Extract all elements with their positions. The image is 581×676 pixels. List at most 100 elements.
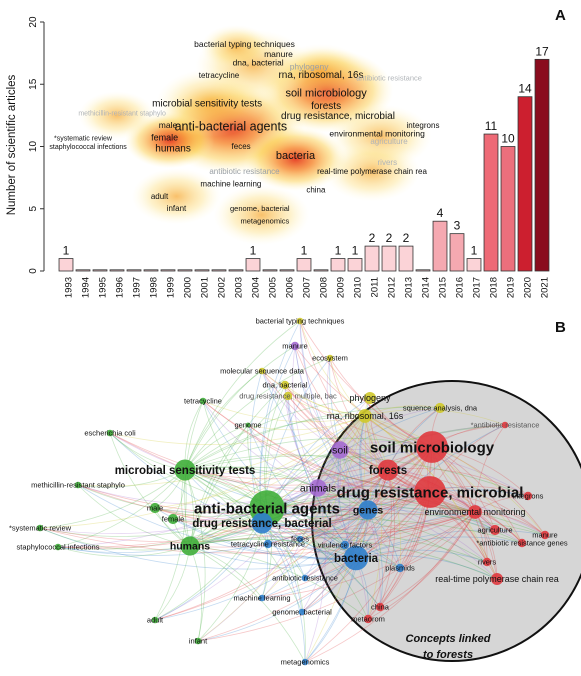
overlay-term: machine learning	[200, 179, 261, 188]
network-node-label: machine learning	[233, 594, 290, 603]
network-node	[358, 500, 378, 520]
network-edge	[339, 449, 476, 513]
network-edge	[172, 511, 476, 539]
network-edge	[202, 400, 476, 513]
x-tick-label: 2021	[540, 277, 551, 298]
network-edge	[304, 511, 476, 663]
network-edge	[294, 345, 369, 511]
network-edge	[184, 437, 433, 471]
bar-data-label: 1	[250, 244, 257, 258]
overlay-term: phylogeny	[290, 61, 330, 71]
network-edge	[367, 469, 392, 620]
x-tick-label: 2004	[251, 277, 262, 298]
heat-blob	[276, 43, 366, 100]
overlay-term: feces	[232, 142, 251, 151]
network-edge	[294, 345, 389, 471]
network-node	[340, 540, 350, 550]
heat-blob	[78, 91, 156, 140]
network-edge	[317, 484, 476, 513]
network-node	[167, 513, 179, 525]
network-edge	[387, 469, 523, 544]
network-nodes	[36, 317, 550, 666]
network-edge	[379, 469, 396, 608]
network-edge	[367, 407, 441, 511]
x-tick-label: 2020	[523, 277, 534, 298]
x-tick-label: 1995	[98, 277, 109, 298]
network-edge	[172, 518, 357, 560]
overlay-term: agriculture	[370, 137, 408, 146]
overlay-term: tetracycline	[199, 71, 240, 80]
network-node-label: soil	[332, 445, 348, 457]
network-edge	[301, 449, 341, 613]
network-edge	[379, 511, 476, 608]
network-node-label: soil microbiology	[370, 439, 495, 456]
network-node	[251, 512, 273, 534]
network-node-label: infant	[189, 637, 208, 646]
bar	[296, 258, 312, 272]
network-node-label: drug resistance, bacterial	[192, 518, 331, 530]
overlay-term: bacterial typing techniques	[194, 39, 295, 49]
heat-blob	[244, 126, 347, 191]
bar	[228, 269, 244, 272]
heat-blob	[156, 68, 265, 137]
bar	[398, 245, 414, 272]
bar	[364, 245, 380, 272]
network-node	[258, 594, 266, 602]
network-node-label: tetracycline	[184, 397, 222, 406]
network-edge	[261, 511, 476, 599]
network-edge	[202, 400, 431, 493]
network-node	[517, 538, 527, 548]
overlay-term: integrons	[407, 121, 440, 130]
x-tick-label: 2000	[183, 277, 194, 298]
bar	[194, 269, 210, 272]
network-node	[377, 459, 399, 481]
network-node	[263, 539, 273, 549]
network-node-label: methicillin-resistant staphylo	[31, 481, 125, 490]
y-tick-label: 20	[28, 16, 39, 28]
overlay-term: metagenomics	[241, 217, 290, 226]
network-node-label: antibiotic resistance	[272, 574, 338, 583]
network-node-label: molecular sequence data	[220, 367, 305, 376]
network-edge	[355, 415, 373, 559]
bar-data-label: 4	[437, 206, 444, 220]
network-edge	[184, 446, 433, 480]
network-edge	[261, 370, 366, 417]
heat-blob	[131, 168, 222, 225]
x-tick-label: 1993	[64, 277, 75, 298]
network-edge	[387, 469, 488, 563]
network-edge	[299, 320, 433, 448]
network-node	[36, 524, 44, 532]
network-edge	[189, 491, 431, 548]
network-edge	[266, 507, 498, 580]
network-edge	[287, 395, 357, 559]
network-edge	[184, 466, 496, 531]
network-edge	[367, 507, 496, 531]
network-edge	[304, 415, 367, 663]
network-edge	[299, 320, 341, 451]
network-edge	[266, 507, 369, 620]
network-edge	[287, 395, 431, 493]
bars	[58, 58, 550, 272]
network-edge	[317, 487, 498, 580]
bar	[432, 220, 448, 272]
network-edge	[387, 469, 546, 536]
bar	[177, 269, 193, 272]
network-edge	[154, 449, 341, 621]
network-node	[309, 479, 327, 497]
network-edge	[39, 469, 186, 529]
x-axis-tick-labels: 1993 1994 1995 1996 1997 1998 1999 2000 2001 2002…	[64, 277, 551, 298]
network-node-label: genome	[234, 421, 261, 430]
network-edge	[184, 469, 206, 642]
y-tick-label: 0	[28, 268, 39, 274]
bar	[449, 233, 465, 272]
bar	[381, 245, 397, 272]
network-edge	[329, 357, 369, 511]
overlay-term: rna, ribosomal, 16s	[278, 70, 363, 81]
network-edge	[299, 449, 341, 540]
highlight-label-line-2: to forests	[423, 649, 473, 661]
network-node-label: bacterial typing techniques	[256, 317, 345, 326]
network-edge	[261, 508, 496, 531]
network-edge	[189, 424, 506, 547]
x-tick-label: 2013	[404, 277, 415, 298]
network-node-label: phylogeny	[349, 393, 391, 403]
